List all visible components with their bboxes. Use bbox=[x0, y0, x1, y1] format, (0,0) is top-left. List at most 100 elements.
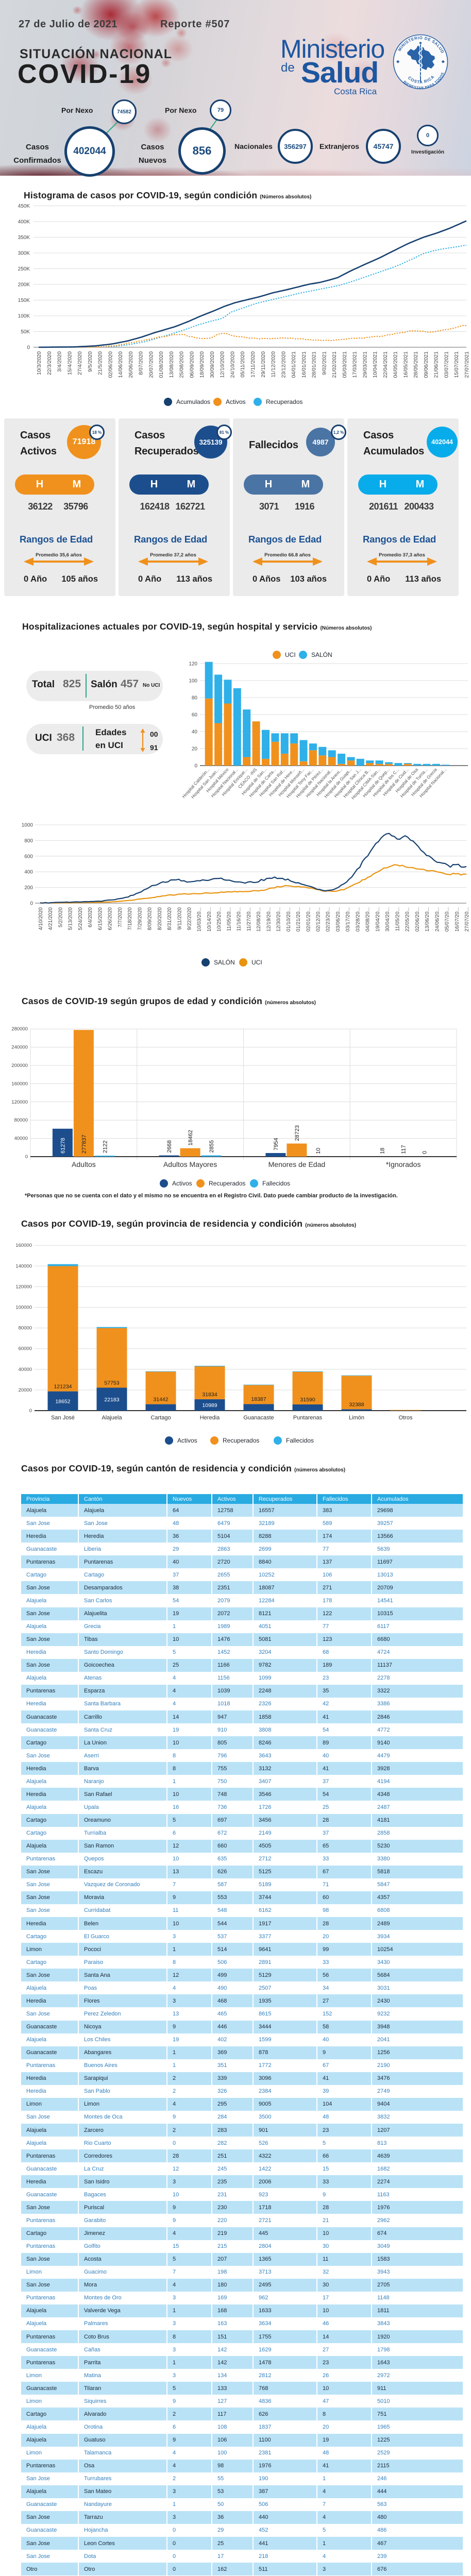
svg-text:30/04/20...: 30/04/20... bbox=[385, 907, 391, 931]
svg-text:20000: 20000 bbox=[19, 1387, 32, 1393]
svg-text:Otros: Otros bbox=[399, 1415, 413, 1421]
svg-text:8/31/2020: 8/31/2020 bbox=[167, 907, 173, 930]
svg-text:25/08/2020: 25/08/2020 bbox=[179, 351, 185, 378]
svg-text:61278: 61278 bbox=[60, 1138, 66, 1154]
svg-text:80000: 80000 bbox=[14, 1117, 28, 1123]
svg-text:8/20/2020: 8/20/2020 bbox=[157, 907, 163, 930]
svg-text:Activos: Activos bbox=[177, 1437, 197, 1444]
svg-text:27/4/2020: 27/4/2020 bbox=[77, 351, 83, 375]
svg-text:22/05/20...: 22/05/20... bbox=[405, 907, 411, 931]
svg-text:7/7/2020: 7/7/2020 bbox=[117, 907, 123, 927]
svg-text:16/01/2021: 16/01/2021 bbox=[301, 351, 307, 378]
svg-text:Adultos Mayores: Adultos Mayores bbox=[163, 1160, 217, 1168]
svg-text:11/16/20...: 11/16/20... bbox=[237, 907, 242, 931]
svg-text:15/07/2021: 15/07/2021 bbox=[454, 351, 460, 378]
svg-text:350K: 350K bbox=[18, 235, 30, 241]
svg-text:17/03/2021: 17/03/2021 bbox=[352, 351, 358, 378]
svg-text:San José: San José bbox=[51, 1415, 75, 1421]
svg-text:09/06/2021: 09/06/2021 bbox=[424, 351, 429, 378]
svg-text:12/19/20...: 12/19/20... bbox=[266, 907, 272, 931]
svg-text:0: 0 bbox=[422, 1151, 428, 1154]
svg-text:21/02/2021: 21/02/2021 bbox=[332, 351, 338, 378]
svg-text:200K: 200K bbox=[18, 282, 30, 288]
svg-text:11/12/2020: 11/12/2020 bbox=[271, 351, 277, 378]
svg-text:91: 91 bbox=[150, 743, 158, 752]
svg-text:9/02/2021: 9/02/2021 bbox=[322, 351, 327, 375]
svg-text:40000: 40000 bbox=[19, 1367, 32, 1372]
svg-text:*Ignorados: *Ignorados bbox=[386, 1160, 421, 1168]
svg-text:05/11/2020: 05/11/2020 bbox=[240, 351, 246, 378]
svg-text:UCI: UCI bbox=[251, 959, 262, 966]
svg-text:100000: 100000 bbox=[15, 1305, 32, 1311]
svg-text:01/10/20...: 01/10/20... bbox=[286, 907, 292, 931]
svg-text:120000: 120000 bbox=[11, 1099, 28, 1105]
svg-text:0: 0 bbox=[27, 345, 30, 351]
svg-text:9/22/2020: 9/22/2020 bbox=[187, 907, 193, 930]
svg-text:02/06/2020: 02/06/2020 bbox=[108, 351, 113, 378]
svg-text:18652: 18652 bbox=[55, 1398, 70, 1404]
svg-text:Recuperados: Recuperados bbox=[266, 398, 302, 405]
svg-text:20: 20 bbox=[192, 747, 198, 752]
svg-text:10/04/2021: 10/04/2021 bbox=[373, 351, 378, 378]
svg-text:Fallecidos: Fallecidos bbox=[286, 1437, 314, 1444]
svg-text:Recuperados: Recuperados bbox=[209, 1180, 245, 1187]
svg-text:31834: 31834 bbox=[202, 1392, 217, 1398]
svg-text:117: 117 bbox=[401, 1145, 407, 1154]
svg-text:19/04/20...: 19/04/20... bbox=[375, 907, 381, 931]
svg-text:27/07/2021: 27/07/2021 bbox=[464, 351, 470, 378]
svg-text:9/11/2020: 9/11/2020 bbox=[177, 907, 182, 930]
svg-text:32388: 32388 bbox=[349, 1401, 364, 1408]
svg-text:11/05/20...: 11/05/20... bbox=[395, 907, 400, 931]
svg-text:14/06/2020: 14/06/2020 bbox=[118, 351, 124, 378]
svg-text:18387: 18387 bbox=[251, 1396, 266, 1402]
svg-text:Acumulados: Acumulados bbox=[176, 398, 210, 405]
svg-text:10/14/20...: 10/14/20... bbox=[207, 907, 212, 931]
svg-text:100K: 100K bbox=[18, 314, 30, 319]
svg-text:17/11/2020: 17/11/2020 bbox=[250, 351, 256, 378]
svg-text:02/06/20...: 02/06/20... bbox=[415, 907, 420, 931]
svg-text:Fallecidos: Fallecidos bbox=[262, 1180, 290, 1187]
svg-text:5/13/2020: 5/13/2020 bbox=[68, 907, 74, 930]
svg-text:600: 600 bbox=[24, 854, 33, 859]
svg-text:10: 10 bbox=[315, 1148, 322, 1154]
svg-text:16/05/2021: 16/05/2021 bbox=[403, 351, 409, 378]
svg-text:0: 0 bbox=[25, 1154, 28, 1160]
svg-text:Alajuela: Alajuela bbox=[102, 1415, 122, 1421]
svg-text:UCI: UCI bbox=[285, 651, 296, 658]
svg-text:Guanacaste: Guanacaste bbox=[243, 1415, 274, 1421]
svg-text:24/10/2020: 24/10/2020 bbox=[230, 351, 236, 378]
svg-text:01/08/2020: 01/08/2020 bbox=[159, 351, 164, 378]
svg-text:28723: 28723 bbox=[294, 1125, 300, 1141]
svg-text:23/12/2020: 23/12/2020 bbox=[281, 351, 287, 378]
svg-text:200000: 200000 bbox=[11, 1063, 28, 1069]
svg-text:15/4/2020: 15/4/2020 bbox=[67, 351, 73, 375]
svg-text:05/03/2021: 05/03/2021 bbox=[342, 351, 348, 378]
svg-text:31442: 31442 bbox=[153, 1397, 168, 1403]
svg-text:800: 800 bbox=[24, 838, 33, 844]
svg-text:04/01/2021: 04/01/2021 bbox=[291, 351, 297, 378]
svg-text:57753: 57753 bbox=[104, 1380, 119, 1386]
svg-text:100: 100 bbox=[189, 679, 197, 684]
svg-text:120000: 120000 bbox=[15, 1284, 32, 1290]
svg-text:Adultos: Adultos bbox=[72, 1160, 96, 1168]
svg-text:21/06/2021: 21/06/2021 bbox=[434, 351, 440, 378]
svg-text:8/09/2020: 8/09/2020 bbox=[147, 907, 153, 930]
svg-text:03/06/20...: 03/06/20... bbox=[335, 907, 341, 931]
svg-text:02/01/20...: 02/01/20... bbox=[306, 907, 311, 931]
svg-text:12/30/20...: 12/30/20... bbox=[276, 907, 282, 931]
svg-text:10/3/2020: 10/3/2020 bbox=[37, 351, 42, 375]
svg-text:SALÓN: SALÓN bbox=[311, 651, 332, 658]
svg-text:Menores de Edad: Menores de Edad bbox=[268, 1160, 326, 1168]
svg-text:10/25/20...: 10/25/20... bbox=[216, 907, 222, 931]
svg-text:18/09/2020: 18/09/2020 bbox=[199, 351, 205, 378]
svg-text:SALÓN: SALÓN bbox=[214, 958, 235, 966]
svg-text:400K: 400K bbox=[18, 219, 30, 225]
svg-text:6/15/2020: 6/15/2020 bbox=[97, 907, 103, 930]
svg-text:6/4/2020: 6/4/2020 bbox=[88, 907, 93, 927]
svg-text:26/06/2020: 26/06/2020 bbox=[128, 351, 134, 378]
svg-text:30/09/2020: 30/09/2020 bbox=[210, 351, 215, 378]
svg-text:7/29/2020: 7/29/2020 bbox=[137, 907, 143, 930]
svg-text:10/03/20...: 10/03/20... bbox=[197, 907, 203, 931]
svg-text:22/04/2021: 22/04/2021 bbox=[383, 351, 389, 378]
svg-text:250K: 250K bbox=[18, 266, 30, 272]
